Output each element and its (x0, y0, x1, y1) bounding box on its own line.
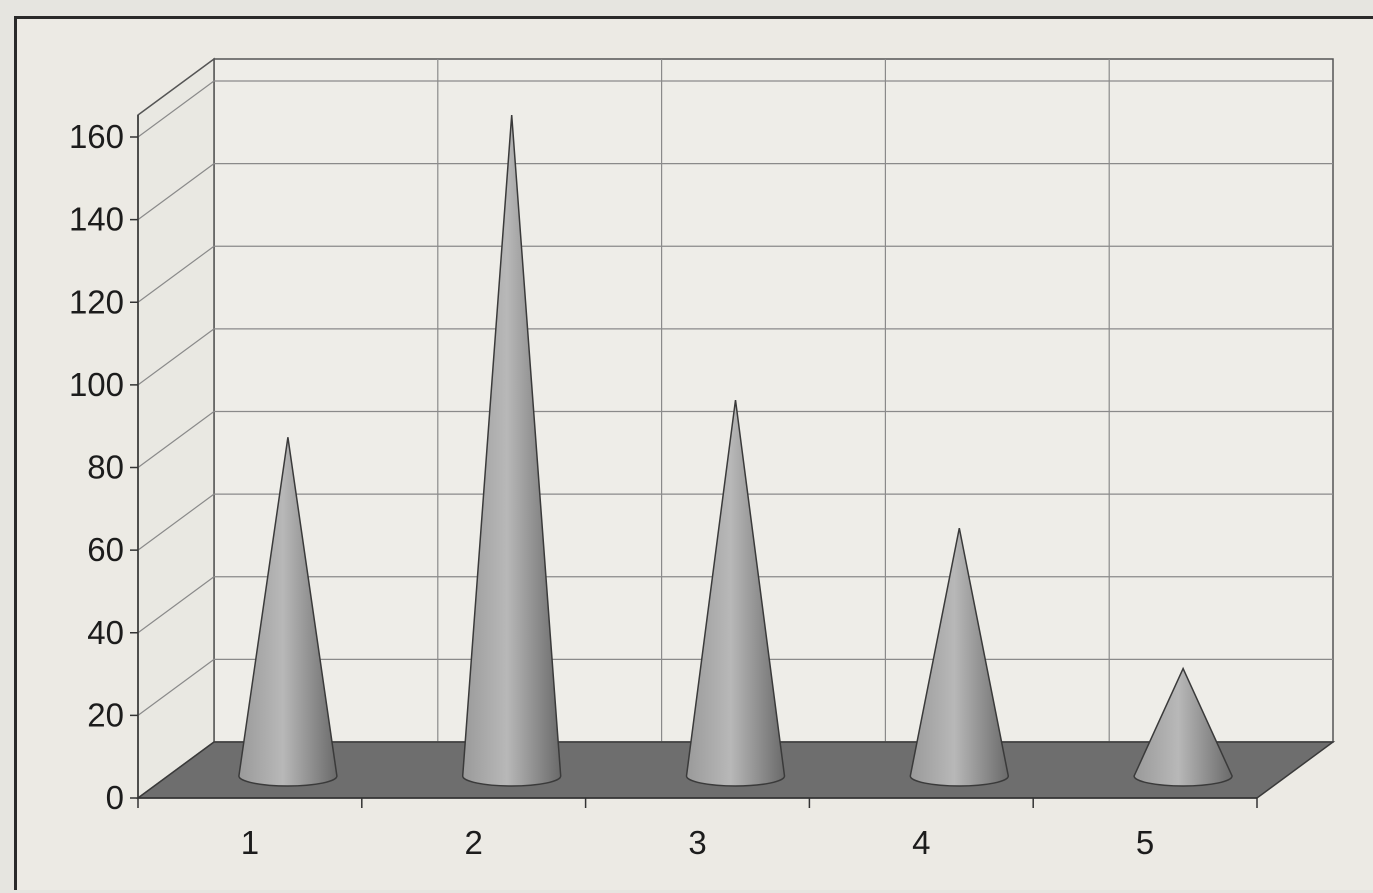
cone-body (685, 399, 786, 787)
y-tick-label: 60 (87, 531, 124, 568)
gridline-side (137, 493, 215, 551)
gridline-side (137, 658, 215, 716)
y-tick-label: 20 (87, 696, 124, 733)
gridline-side (137, 80, 215, 138)
cone-4 (909, 527, 1010, 787)
gridline-side (137, 576, 215, 634)
cone-chart: 0 20 40 60 80 100 120 140 160 1 2 3 4 5 (69, 57, 1336, 861)
x-tick-label: 2 (465, 824, 483, 861)
cone-1 (238, 437, 338, 787)
x-tick-label: 1 (241, 824, 259, 861)
y-tick-label: 140 (69, 201, 124, 238)
chart-frame: 0 20 40 60 80 100 120 140 160 1 2 3 4 5 (14, 16, 1373, 890)
y-tick-label: 80 (87, 449, 124, 486)
y-tick-label: 120 (69, 283, 124, 320)
y-tick-label: 0 (106, 779, 124, 816)
y-tick-label: 160 (69, 118, 124, 155)
gridline-side (137, 163, 215, 221)
y-tick-label: 100 (69, 366, 124, 403)
cone-body (238, 437, 338, 787)
x-tick-label: 5 (1136, 824, 1154, 861)
cone-body (461, 114, 562, 787)
cone-series (238, 114, 1233, 787)
gridline-side (137, 245, 215, 303)
cone-3 (685, 399, 786, 787)
x-tick-label: 4 (912, 824, 930, 861)
gridlines (137, 59, 1333, 799)
cone-body (1133, 666, 1233, 787)
x-axis: 1 2 3 4 5 (137, 797, 1258, 861)
y-axis: 0 20 40 60 80 100 120 140 160 (69, 115, 139, 816)
cone-2 (461, 114, 562, 787)
cone-body (909, 527, 1010, 787)
x-tick-label: 3 (688, 824, 706, 861)
gridline-side (137, 411, 215, 468)
gridline-side (137, 328, 215, 386)
cone-5 (1133, 666, 1233, 787)
y-tick-label: 40 (87, 614, 124, 651)
back-wall (213, 58, 1334, 743)
